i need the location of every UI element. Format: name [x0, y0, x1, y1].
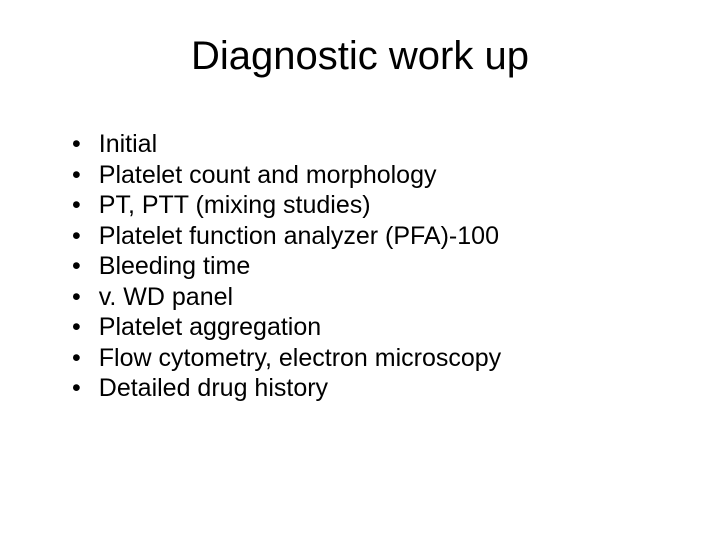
list-item: • v. WD panel — [72, 282, 670, 313]
list-item: • Bleeding time — [72, 251, 670, 282]
list-item: • Platelet aggregation — [72, 312, 670, 343]
list-item: • Initial — [72, 129, 670, 160]
bullet-text: Initial — [99, 129, 670, 160]
bullet-text: Flow cytometry, electron microscopy — [99, 343, 670, 374]
bullet-text: Detailed drug history — [99, 373, 670, 404]
bullet-icon: • — [72, 221, 81, 252]
bullet-icon: • — [72, 251, 81, 282]
list-item: • Platelet function analyzer (PFA)-100 — [72, 221, 670, 252]
bullet-list: • Initial • Platelet count and morpholog… — [50, 129, 670, 404]
list-item: • Platelet count and morphology — [72, 160, 670, 191]
bullet-text: Platelet function analyzer (PFA)-100 — [99, 221, 670, 252]
bullet-icon: • — [72, 343, 81, 374]
bullet-text: Platelet aggregation — [99, 312, 670, 343]
bullet-text: PT, PTT (mixing studies) — [99, 190, 670, 221]
bullet-text: v. WD panel — [99, 282, 670, 313]
bullet-icon: • — [72, 129, 81, 160]
bullet-icon: • — [72, 373, 81, 404]
list-item: • Flow cytometry, electron microscopy — [72, 343, 670, 374]
slide-title: Diagnostic work up — [50, 34, 670, 79]
list-item: • Detailed drug history — [72, 373, 670, 404]
list-item: • PT, PTT (mixing studies) — [72, 190, 670, 221]
bullet-icon: • — [72, 190, 81, 221]
bullet-icon: • — [72, 160, 81, 191]
bullet-icon: • — [72, 282, 81, 313]
slide-container: Diagnostic work up • Initial • Platelet … — [0, 0, 720, 540]
bullet-icon: • — [72, 312, 81, 343]
bullet-text: Bleeding time — [99, 251, 670, 282]
bullet-text: Platelet count and morphology — [99, 160, 670, 191]
